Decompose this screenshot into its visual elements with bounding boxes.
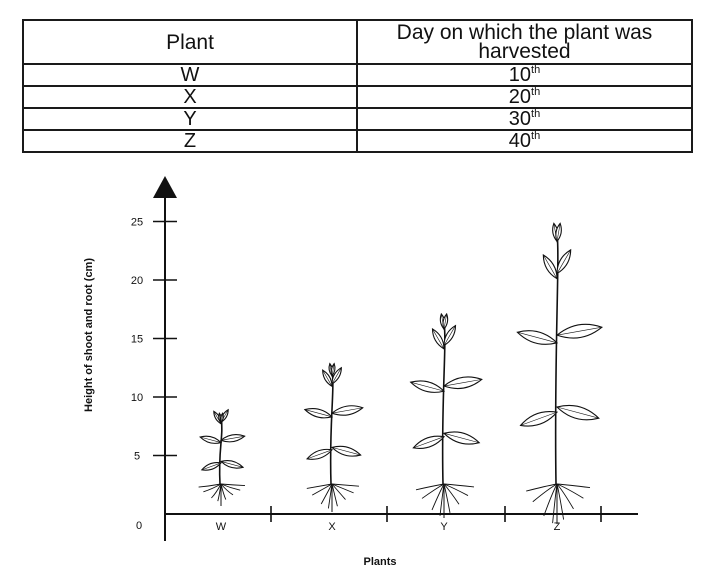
- leaf-vein: [304, 409, 333, 418]
- header-harvest-day: Day on which the plant was harvested: [356, 19, 693, 65]
- root: [526, 483, 558, 492]
- y-axis-title: Height of shoot and root (cm): [83, 258, 95, 412]
- plant-x: [303, 362, 364, 512]
- origin-label: 0: [136, 520, 142, 532]
- plant-w: [198, 408, 246, 506]
- leaf-vein: [443, 325, 456, 346]
- leaf-vein: [201, 462, 222, 471]
- leaf-vein: [443, 379, 482, 387]
- day-cell: 30th: [356, 107, 693, 131]
- day-number: 10: [508, 64, 532, 86]
- table-row: X 20th: [22, 85, 693, 109]
- leaf-vein: [331, 407, 363, 414]
- root: [431, 483, 445, 511]
- root: [415, 483, 445, 491]
- leaf-vein: [410, 381, 445, 392]
- x-category-label: X: [328, 521, 336, 533]
- plant-cell: Y: [22, 107, 358, 131]
- day-ordinal: th: [531, 130, 541, 142]
- stem: [554, 233, 559, 485]
- day-number: 20: [508, 86, 532, 108]
- leaf-vein: [322, 369, 333, 387]
- root: [331, 483, 354, 494]
- plant-cell: X: [22, 85, 358, 109]
- root: [220, 483, 246, 487]
- leaf-vein: [556, 223, 561, 242]
- leaf-vein: [556, 406, 599, 419]
- y-tick-label: 20: [131, 275, 143, 287]
- root: [311, 483, 333, 496]
- day-number: 40: [508, 130, 532, 152]
- leaf-vein: [543, 254, 558, 279]
- leaf-vein: [331, 367, 342, 385]
- root: [331, 483, 360, 487]
- root: [532, 483, 558, 503]
- day-ordinal: th: [531, 108, 541, 120]
- y-tick-label: 25: [131, 217, 143, 229]
- harvest-table: Plant Day on which the plant was harvest…: [22, 19, 693, 153]
- leaf-vein: [220, 413, 223, 423]
- root: [556, 483, 574, 510]
- root: [320, 483, 333, 505]
- plant-y: [409, 312, 483, 518]
- leaf-vein: [331, 363, 335, 376]
- y-tick-label: 10: [131, 392, 143, 404]
- root: [443, 483, 475, 488]
- leaf-vein: [520, 411, 558, 426]
- leaf-vein: [200, 436, 222, 443]
- leaf-vein: [517, 331, 558, 344]
- leaf-vein: [413, 436, 445, 449]
- root: [556, 483, 591, 489]
- leaf-vein: [331, 447, 361, 456]
- plant-cell: Z: [22, 129, 358, 153]
- root: [331, 483, 346, 500]
- stem: [441, 321, 446, 485]
- root: [211, 483, 222, 499]
- x-category-label: Y: [440, 521, 448, 533]
- day-ordinal: th: [531, 64, 541, 76]
- root: [443, 483, 460, 505]
- root: [203, 483, 222, 493]
- root: [552, 483, 558, 524]
- leaf-vein: [306, 449, 333, 460]
- leaf-vein: [220, 435, 245, 441]
- y-tick-label: 15: [131, 334, 143, 346]
- leaf-vein: [556, 326, 602, 336]
- plant-drawings: [198, 222, 604, 524]
- header-plant: Plant: [22, 19, 358, 65]
- y-ticks: 5 10 15 20 25: [131, 217, 177, 463]
- table-header-row: Plant Day on which the plant was harvest…: [22, 19, 693, 65]
- root: [306, 483, 333, 489]
- root: [543, 483, 558, 517]
- root: [421, 483, 445, 499]
- day-cell: 10th: [356, 63, 693, 87]
- day-cell: 40th: [356, 129, 693, 153]
- day-cell: 20th: [356, 85, 693, 109]
- table-row: Y 30th: [22, 107, 693, 131]
- x-category-label: Z: [554, 521, 561, 533]
- y-axis-arrow: [153, 176, 177, 198]
- root: [443, 483, 469, 496]
- x-axis-title: Plants: [363, 556, 396, 568]
- y-tick-label: 5: [134, 451, 140, 463]
- plant-cell: W: [22, 63, 358, 87]
- table-row: W 10th: [22, 63, 693, 87]
- stem: [218, 414, 223, 485]
- leaf-vein: [556, 249, 571, 274]
- x-ticks: W X Y Z: [216, 506, 602, 533]
- leaf-vein: [220, 461, 244, 468]
- x-category-label: W: [216, 521, 227, 533]
- root: [198, 483, 222, 488]
- root: [220, 483, 234, 496]
- root: [556, 483, 584, 499]
- leaf-vein: [432, 328, 445, 350]
- day-number: 30: [508, 108, 532, 130]
- day-ordinal: th: [531, 86, 541, 98]
- root: [220, 483, 241, 491]
- table-row: Z 40th: [22, 129, 693, 153]
- leaf-vein: [443, 313, 447, 330]
- plant-z: [516, 222, 604, 524]
- leaf-vein: [443, 433, 480, 444]
